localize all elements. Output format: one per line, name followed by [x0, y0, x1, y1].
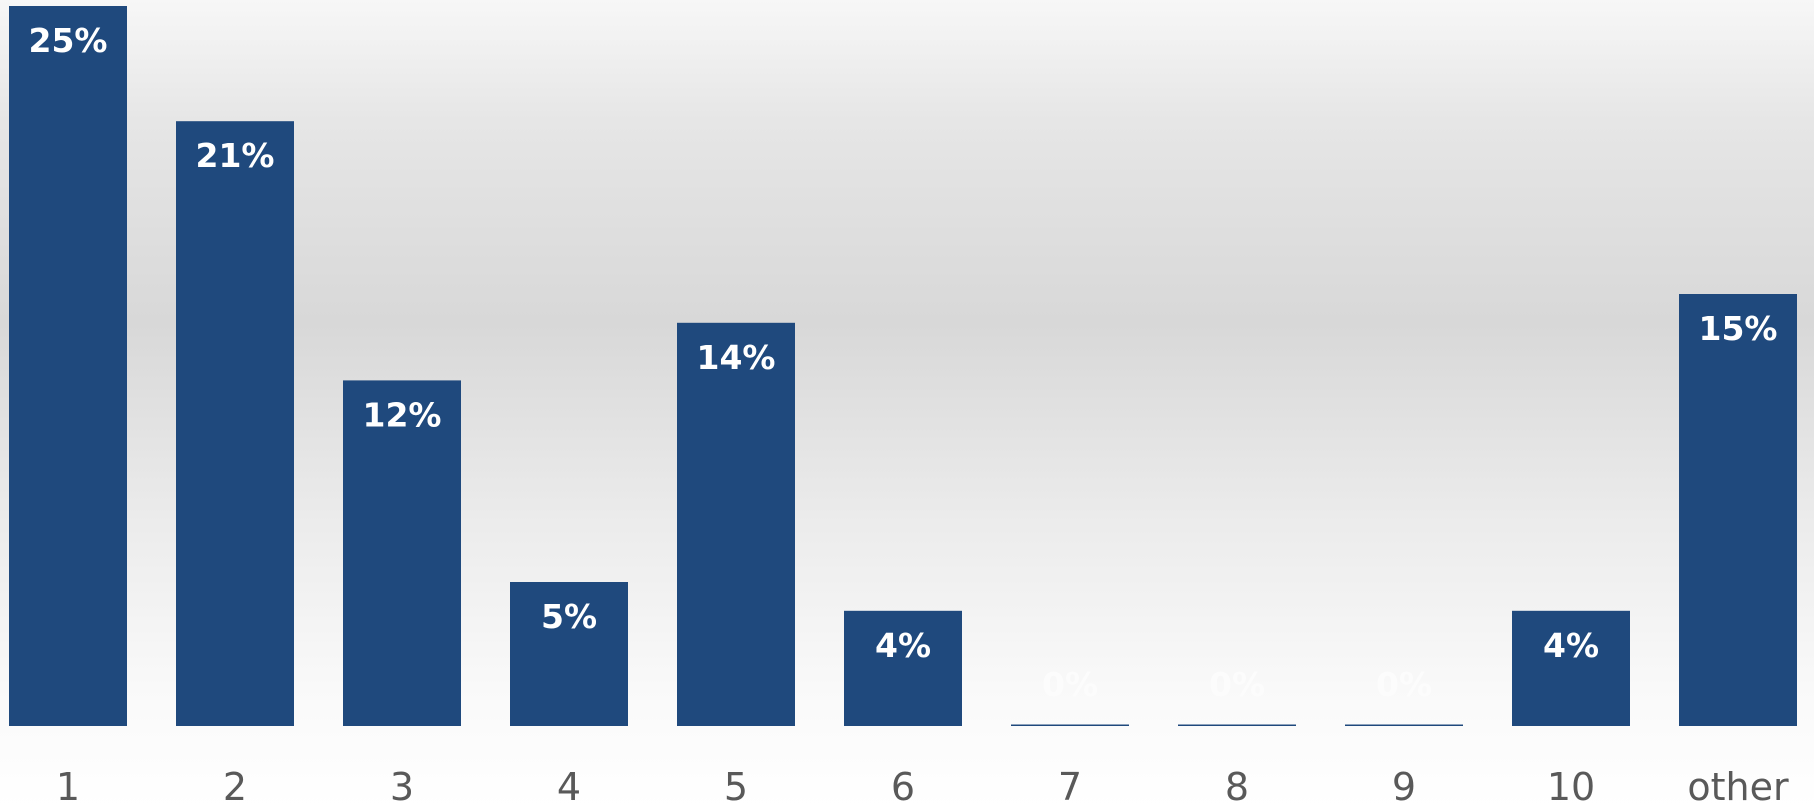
data-label: 4%: [1543, 626, 1599, 665]
x-tick-label: 1: [56, 765, 80, 808]
x-tick-label: 2: [223, 765, 247, 808]
bar: [1512, 610, 1630, 726]
x-tick-label: 6: [891, 765, 915, 808]
x-tick-label: 7: [1058, 765, 1082, 808]
x-tick-label: 3: [390, 765, 414, 808]
data-label: 0%: [1376, 665, 1432, 704]
data-label: 21%: [196, 136, 275, 175]
data-label: 4%: [875, 626, 931, 665]
data-label: 0%: [1209, 665, 1265, 704]
data-label: 12%: [363, 395, 442, 434]
x-tick-label: 4: [557, 765, 581, 808]
bar: [343, 380, 461, 726]
bar: [677, 322, 795, 726]
bar: [1011, 724, 1129, 726]
bar: [1345, 724, 1463, 726]
bar: [9, 6, 127, 726]
x-tick-label: 8: [1225, 765, 1249, 808]
data-label: 25%: [29, 21, 108, 60]
x-tick-label: 9: [1392, 765, 1416, 808]
data-label: 5%: [541, 597, 597, 636]
data-label: 14%: [697, 338, 776, 377]
data-label: 15%: [1699, 309, 1778, 348]
data-label: 0%: [1042, 665, 1098, 704]
bar: [176, 121, 294, 726]
bar: [1178, 724, 1296, 726]
bar: [844, 610, 962, 726]
x-tick-label: other: [1687, 765, 1789, 808]
x-tick-label: 10: [1547, 765, 1595, 808]
bar: [1679, 294, 1797, 726]
bar: [510, 582, 628, 726]
x-tick-label: 5: [724, 765, 748, 808]
